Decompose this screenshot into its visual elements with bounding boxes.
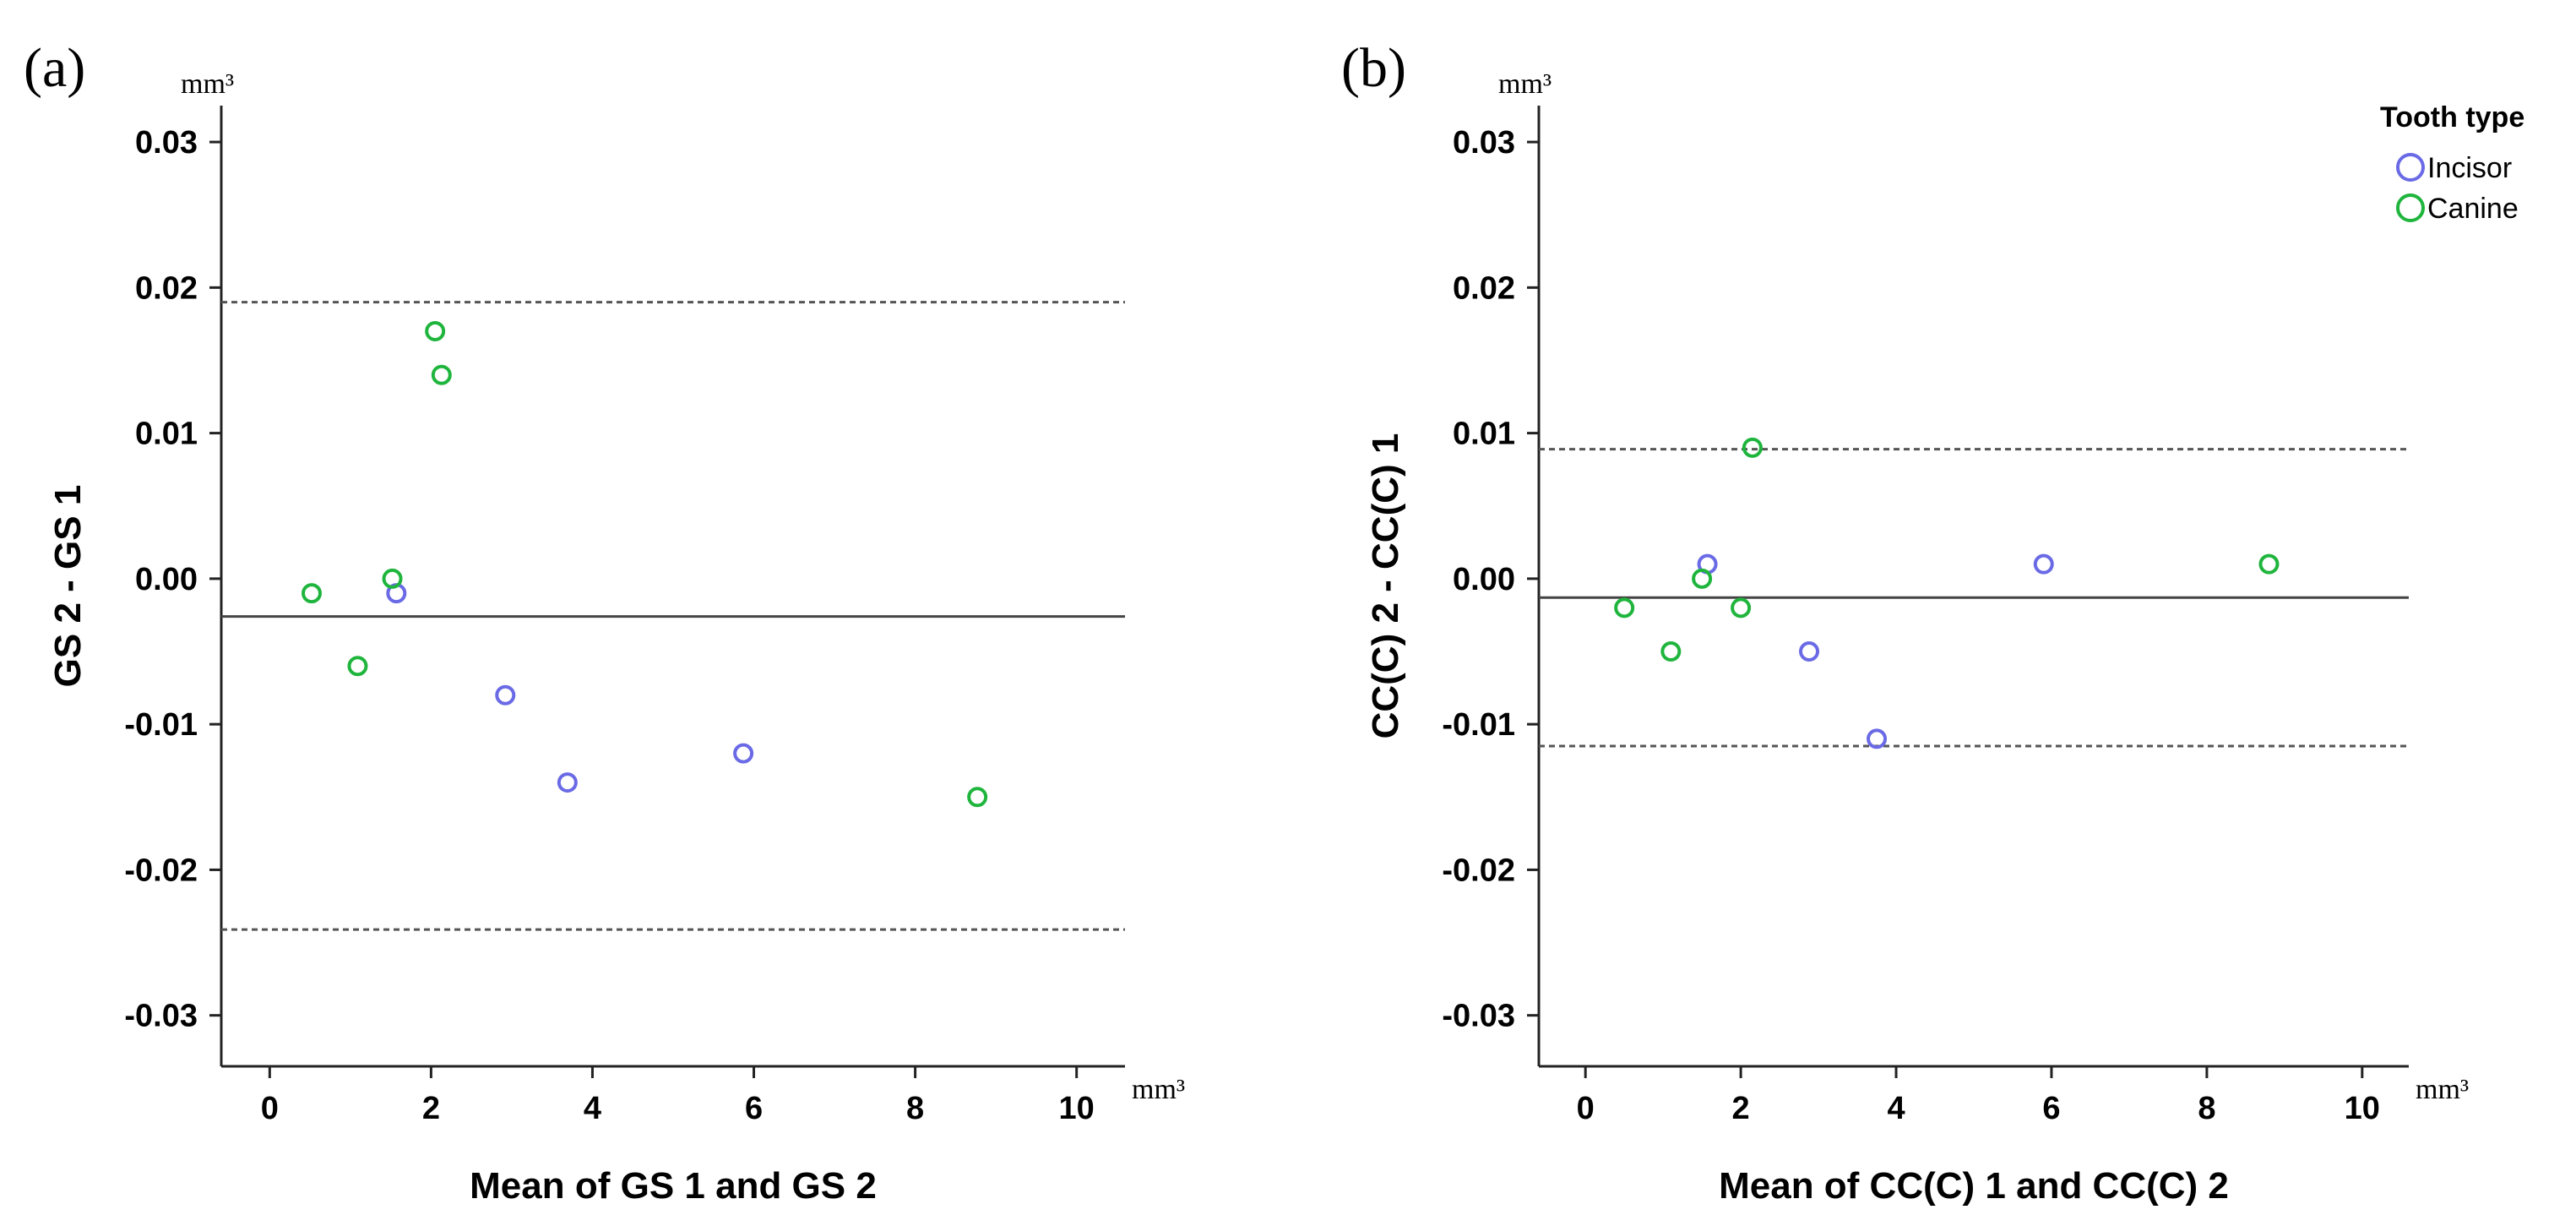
data-point-canine bbox=[382, 568, 403, 589]
data-point-canine bbox=[1614, 597, 1635, 618]
data-point-incisor bbox=[733, 743, 754, 764]
y-tick-label: 0.01 bbox=[1453, 417, 1515, 452]
panel-b: (b) mm³ mm³ 0.03 0.02 0.01 0.00 -0.01 -0.02 -0.03… bbox=[1341, 37, 2524, 1207]
y-axis-title: CC(C) 2 - CC(C) 1 bbox=[1365, 433, 1406, 739]
data-point-canine bbox=[1731, 597, 1752, 618]
panel-label: (a) bbox=[24, 37, 85, 99]
y-unit-label: mm³ bbox=[181, 68, 234, 100]
data-point-canine bbox=[2258, 553, 2280, 575]
x-tick-label: 0 bbox=[1577, 1091, 1595, 1126]
x-tick-label: 4 bbox=[584, 1091, 601, 1126]
y-tick-label: 0.00 bbox=[1453, 562, 1515, 597]
legend-label: Incisor bbox=[2427, 152, 2512, 184]
x-tick-label: 8 bbox=[2198, 1091, 2215, 1126]
data-point-incisor bbox=[557, 772, 578, 793]
x-unit-label: mm³ bbox=[2416, 1074, 2469, 1105]
data-point-canine bbox=[1692, 568, 1713, 589]
legend: Tooth type Incisor Canine bbox=[2380, 101, 2524, 225]
y-unit-label: mm³ bbox=[1498, 68, 1552, 100]
data-point-canine bbox=[1742, 437, 1763, 458]
y-tick-label: 0.03 bbox=[135, 125, 198, 161]
x-tick-label: 10 bbox=[2345, 1091, 2380, 1126]
panel-label: (b) bbox=[1341, 37, 1406, 99]
x-tick-label: 2 bbox=[422, 1091, 440, 1126]
y-tick-label: -0.02 bbox=[124, 853, 198, 888]
y-axis-title: GS 2 - GS 1 bbox=[47, 485, 89, 688]
data-point-canine bbox=[347, 656, 368, 677]
x-tick-label: 8 bbox=[906, 1091, 924, 1126]
x-tick-label: 10 bbox=[1059, 1091, 1095, 1126]
legend-label: Canine bbox=[2427, 193, 2519, 225]
data-point-canine bbox=[967, 787, 988, 808]
y-tick-label: -0.03 bbox=[1442, 999, 1515, 1034]
x-tick-label: 6 bbox=[745, 1091, 763, 1126]
legend-marker-incisor bbox=[2396, 153, 2425, 182]
x-unit-label: mm³ bbox=[1132, 1074, 1185, 1105]
data-point-incisor bbox=[1799, 641, 1820, 662]
data-point-incisor bbox=[1867, 728, 1888, 749]
y-tick-label: -0.03 bbox=[124, 999, 198, 1034]
data-point-canine bbox=[302, 583, 322, 604]
legend-title: Tooth type bbox=[2380, 101, 2524, 133]
panel-a: (a) mm³ mm³ 0.03 0.02 0.01 0.00 -0.01 -0.02 -0.03… bbox=[24, 37, 1185, 1207]
data-point-canine bbox=[425, 321, 446, 342]
x-axis-title: Mean of GS 1 and GS 2 bbox=[470, 1165, 877, 1207]
y-tick-label: 0.03 bbox=[1453, 125, 1515, 161]
y-tick-label: 0.01 bbox=[135, 417, 198, 452]
y-tick-label: 0.00 bbox=[135, 562, 198, 597]
y-tick-label: 0.02 bbox=[135, 270, 198, 306]
y-tick-label: -0.01 bbox=[124, 707, 198, 743]
x-tick-label: 2 bbox=[1732, 1091, 1750, 1126]
x-tick-label: 6 bbox=[2042, 1091, 2060, 1126]
data-point-canine bbox=[1660, 641, 1682, 662]
legend-marker-canine bbox=[2396, 193, 2425, 222]
data-point-incisor bbox=[2033, 553, 2054, 575]
x-tick-label: 0 bbox=[261, 1091, 279, 1126]
y-tick-label: -0.02 bbox=[1442, 853, 1515, 888]
y-tick-label: -0.01 bbox=[1442, 707, 1515, 743]
x-tick-label: 4 bbox=[1887, 1091, 1905, 1126]
data-point-incisor bbox=[495, 684, 516, 706]
data-point-canine bbox=[431, 364, 452, 385]
x-axis-title: Mean of CC(C) 1 and CC(C) 2 bbox=[1719, 1165, 2229, 1207]
y-tick-label: 0.02 bbox=[1453, 270, 1515, 306]
